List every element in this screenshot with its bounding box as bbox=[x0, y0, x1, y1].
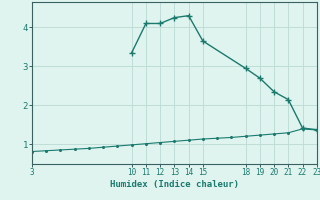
X-axis label: Humidex (Indice chaleur): Humidex (Indice chaleur) bbox=[110, 180, 239, 189]
